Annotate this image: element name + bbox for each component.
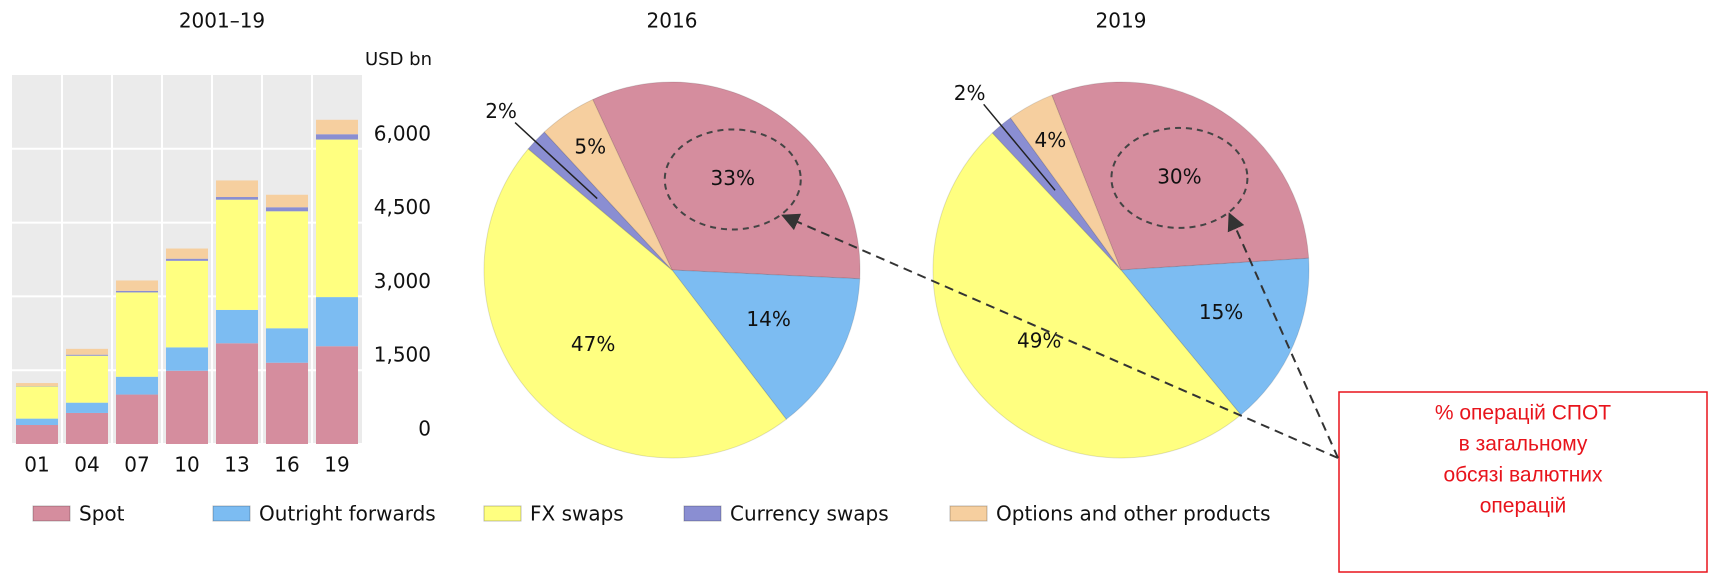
slice-label: 2%: [954, 81, 986, 105]
bar-segment: [316, 139, 358, 298]
leader-line: [514, 122, 598, 200]
y-tick-label: 0: [418, 417, 431, 441]
slice-label: 2%: [485, 99, 517, 123]
x-tick-label: 10: [174, 453, 199, 477]
bar-segment: [266, 211, 308, 329]
y-tick-label: 3,000: [374, 269, 431, 293]
x-tick-label: 19: [324, 453, 349, 477]
slice-label: 4%: [1034, 128, 1066, 152]
slice-label: 14%: [746, 307, 790, 331]
bar-segment: [216, 199, 258, 310]
bar-segment: [116, 292, 158, 377]
pie-slice: [1009, 94, 1122, 271]
annotation-text: в загальному: [1459, 433, 1588, 456]
annotation-arrow: [781, 213, 1339, 459]
bar-segment: [16, 418, 58, 426]
bar-segment: [66, 348, 108, 355]
legend-swatch: [949, 505, 988, 522]
legend-swatch: [212, 505, 251, 522]
bar-segment: [216, 180, 258, 198]
bar-segment: [66, 412, 108, 444]
bar-segment: [316, 119, 358, 135]
slice-label: 47%: [571, 332, 615, 356]
y-tick-label: 6,000: [374, 121, 431, 145]
bar-segment: [16, 383, 58, 386]
bar-segment: [266, 328, 308, 363]
annotation-text: % операцій СПОТ: [1435, 402, 1611, 425]
x-tick-label: 13: [224, 453, 249, 477]
y-axis-label: USD bn: [365, 49, 432, 70]
chart-title: 2001–19: [179, 9, 265, 33]
bar-segment: [266, 207, 308, 212]
bar-segment: [116, 394, 158, 444]
legend-swatch: [483, 505, 522, 522]
pie-slice: [932, 132, 1242, 459]
bar-segment: [266, 194, 308, 208]
bar-segment: [166, 260, 208, 348]
slice-label: 33%: [711, 166, 755, 190]
bar-segment: [166, 347, 208, 371]
bar-segment: [16, 386, 58, 419]
bar-segment: [116, 280, 158, 291]
annotation-text: операцій: [1480, 495, 1567, 518]
bar-segment: [166, 248, 208, 259]
slice-label: 30%: [1157, 164, 1201, 188]
y-tick-label: 4,500: [374, 195, 431, 219]
slice-label: 5%: [574, 135, 606, 159]
bar-segment: [266, 362, 308, 444]
annotation-text: обсязі валютних: [1443, 464, 1603, 487]
y-tick-label: 1,500: [374, 343, 431, 367]
x-tick-label: 16: [274, 453, 299, 477]
bar-segment: [216, 197, 258, 200]
bar-segment: [316, 297, 358, 347]
legend-label: Spot: [79, 502, 125, 526]
legend-label: Currency swaps: [730, 502, 889, 526]
slice-label: 49%: [1017, 329, 1061, 353]
bar-segment: [166, 258, 208, 261]
bar-segment: [316, 134, 358, 140]
chart-title: 2016: [647, 9, 698, 33]
highlight-ellipse: [663, 128, 802, 231]
pie-slice: [483, 148, 787, 459]
pie-slice: [543, 98, 673, 271]
annotation-box: [1338, 391, 1708, 573]
x-tick-label: 04: [74, 453, 99, 477]
legend-label: Options and other products: [996, 502, 1271, 526]
legend-swatch: [683, 505, 722, 522]
bar-segment: [116, 290, 158, 293]
legend-swatch: [32, 505, 71, 522]
bar-segment: [66, 355, 108, 403]
highlight-ellipse: [1110, 126, 1249, 229]
legend-label: Outright forwards: [259, 502, 436, 526]
bar-segment: [216, 343, 258, 444]
pie-slice: [1051, 81, 1310, 271]
bar-segment: [16, 425, 58, 444]
bar-segment: [116, 376, 158, 395]
slice-label: 15%: [1199, 300, 1243, 324]
pie-slice: [670, 269, 861, 421]
leader-line: [983, 103, 1056, 191]
pie-slice: [527, 131, 673, 271]
bar-segment: [316, 346, 358, 444]
x-tick-label: 07: [124, 453, 149, 477]
bar-segment: [66, 354, 108, 356]
bar-segment: [166, 370, 208, 444]
pie-slice: [1119, 257, 1310, 416]
chart-title: 2019: [1096, 9, 1147, 33]
x-tick-label: 01: [24, 453, 49, 477]
bar-segment: [216, 309, 258, 344]
legend-label: FX swaps: [530, 502, 624, 526]
bar-segment: [66, 402, 108, 413]
